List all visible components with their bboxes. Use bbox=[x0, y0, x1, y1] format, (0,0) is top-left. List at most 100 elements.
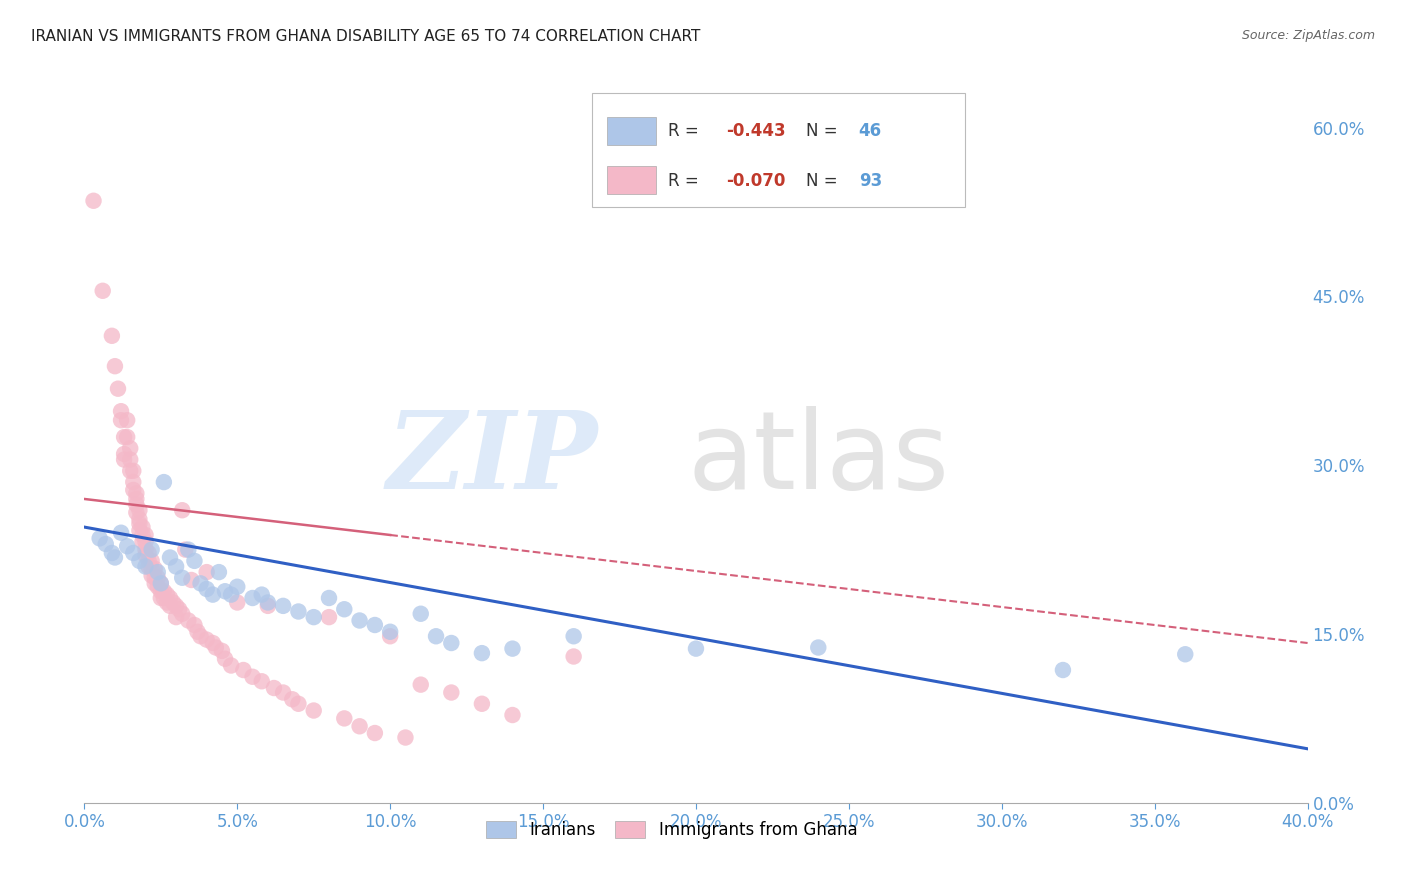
Text: atlas: atlas bbox=[688, 406, 949, 512]
Point bbox=[131, 528, 153, 542]
Point bbox=[128, 554, 150, 568]
Point bbox=[380, 629, 402, 643]
Point bbox=[135, 534, 157, 549]
Text: 46: 46 bbox=[859, 122, 882, 140]
Point bbox=[141, 562, 163, 576]
Point bbox=[281, 692, 304, 706]
Point bbox=[153, 475, 176, 489]
Point bbox=[349, 614, 371, 628]
Text: IRANIAN VS IMMIGRANTS FROM GHANA DISABILITY AGE 65 TO 74 CORRELATION CHART: IRANIAN VS IMMIGRANTS FROM GHANA DISABIL… bbox=[31, 29, 700, 44]
Point bbox=[94, 537, 117, 551]
Point bbox=[159, 591, 181, 605]
Point bbox=[250, 588, 273, 602]
Point bbox=[219, 588, 242, 602]
Point bbox=[107, 382, 129, 396]
Point bbox=[138, 559, 160, 574]
Point bbox=[122, 475, 145, 489]
Point bbox=[349, 719, 371, 733]
Point bbox=[380, 624, 402, 639]
Point bbox=[131, 520, 153, 534]
Point bbox=[149, 576, 172, 591]
Point bbox=[425, 629, 447, 643]
Point bbox=[112, 447, 135, 461]
Point bbox=[211, 644, 233, 658]
Point bbox=[172, 607, 194, 621]
Point bbox=[195, 565, 218, 579]
Point bbox=[153, 591, 176, 605]
Point bbox=[186, 624, 208, 639]
Point bbox=[122, 483, 145, 497]
Point bbox=[562, 649, 585, 664]
Point bbox=[120, 452, 142, 467]
Point bbox=[167, 602, 190, 616]
Text: R =: R = bbox=[668, 122, 704, 140]
Point bbox=[153, 584, 176, 599]
Point bbox=[115, 413, 138, 427]
Point bbox=[409, 607, 432, 621]
Point bbox=[208, 565, 231, 579]
Point bbox=[195, 582, 218, 596]
Point bbox=[101, 546, 124, 560]
Point bbox=[205, 640, 228, 655]
Point bbox=[143, 571, 166, 585]
Point bbox=[120, 464, 142, 478]
Point bbox=[128, 503, 150, 517]
Point bbox=[201, 636, 224, 650]
Point bbox=[104, 550, 127, 565]
Point bbox=[271, 599, 294, 613]
Point bbox=[156, 588, 179, 602]
Point bbox=[214, 652, 236, 666]
Point bbox=[318, 610, 340, 624]
Point bbox=[101, 328, 124, 343]
Point bbox=[143, 562, 166, 576]
Text: Source: ZipAtlas.com: Source: ZipAtlas.com bbox=[1241, 29, 1375, 42]
Point bbox=[271, 685, 294, 699]
Point bbox=[159, 599, 181, 613]
Point bbox=[135, 542, 157, 557]
Text: R =: R = bbox=[668, 172, 704, 190]
Text: 93: 93 bbox=[859, 172, 882, 190]
Point bbox=[287, 697, 309, 711]
Point bbox=[112, 430, 135, 444]
Point bbox=[104, 359, 127, 374]
Text: N =: N = bbox=[806, 172, 844, 190]
Point bbox=[138, 546, 160, 560]
Point bbox=[471, 697, 494, 711]
Point bbox=[409, 678, 432, 692]
Point bbox=[364, 726, 387, 740]
Point bbox=[1052, 663, 1074, 677]
Point bbox=[364, 618, 387, 632]
Point bbox=[128, 516, 150, 531]
Point bbox=[115, 539, 138, 553]
Point bbox=[110, 404, 132, 418]
Point bbox=[226, 595, 249, 609]
Point bbox=[174, 542, 197, 557]
Point bbox=[562, 629, 585, 643]
Point bbox=[685, 641, 707, 656]
Point bbox=[110, 525, 132, 540]
Point bbox=[214, 584, 236, 599]
Point bbox=[183, 618, 205, 632]
Point bbox=[195, 632, 218, 647]
Legend: Iranians, Immigrants from Ghana: Iranians, Immigrants from Ghana bbox=[479, 814, 865, 846]
Point bbox=[201, 588, 224, 602]
Point bbox=[165, 559, 187, 574]
Point bbox=[128, 524, 150, 538]
Text: ZIP: ZIP bbox=[387, 406, 598, 512]
Point bbox=[177, 614, 200, 628]
Point bbox=[135, 528, 157, 542]
Point bbox=[257, 595, 280, 609]
Point bbox=[440, 685, 463, 699]
Point bbox=[125, 498, 148, 512]
Point bbox=[146, 565, 169, 579]
Point bbox=[146, 571, 169, 585]
Point bbox=[143, 576, 166, 591]
Point bbox=[190, 629, 212, 643]
Point bbox=[183, 554, 205, 568]
Point bbox=[471, 646, 494, 660]
Point bbox=[135, 548, 157, 562]
Text: N =: N = bbox=[806, 122, 844, 140]
Point bbox=[242, 670, 264, 684]
Point bbox=[89, 532, 111, 546]
Point bbox=[302, 610, 325, 624]
